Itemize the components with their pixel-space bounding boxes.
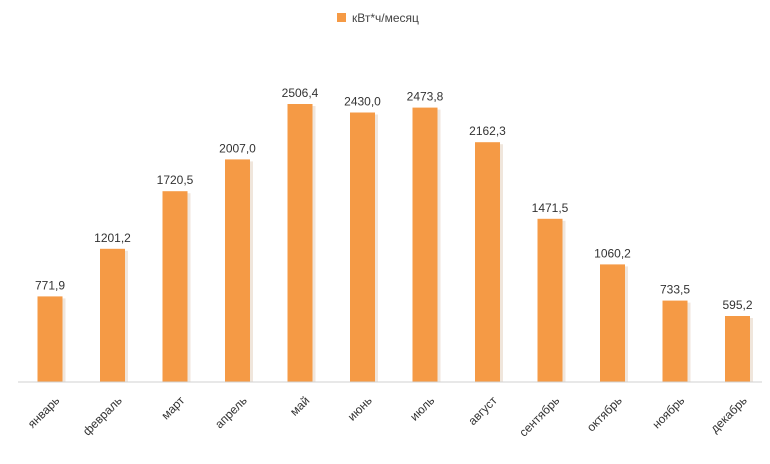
data-label-7: 2162,3 [469,124,506,138]
bar-2 [162,191,188,382]
bar-4 [287,104,313,382]
x-tick-label-1: февраль [80,393,125,438]
data-label-9: 1060,2 [594,246,631,260]
data-label-4: 2506,4 [282,86,319,100]
data-label-8: 1471,5 [532,201,569,215]
x-tick-label-6: июль [407,393,437,423]
bar-0 [37,296,63,382]
legend-swatch [337,13,346,22]
legend: кВт*ч/месяц [337,11,419,25]
x-tick-label-11: декабрь [708,393,750,435]
data-label-0: 771,9 [35,278,65,292]
bar-5 [350,112,375,382]
data-label-2: 1720,5 [157,173,194,187]
bar-10 [662,300,688,382]
x-tick-label-5: июнь [345,393,375,423]
x-tick-label-2: март [158,393,187,422]
bar-1 [100,248,125,382]
bar-11 [725,316,750,382]
data-label-5: 2430,0 [344,95,381,109]
bar-6 [412,107,438,382]
data-label-11: 595,2 [722,298,752,312]
x-tick-label-9: октябрь [584,393,625,434]
x-tick-label-0: январь [25,393,62,430]
data-label-1: 1201,2 [94,231,131,245]
legend-label: кВт*ч/месяц [352,11,419,25]
data-label-6: 2473,8 [407,90,444,104]
bar-7 [475,142,500,382]
data-labels-group: 771,9 1201,2 1720,5 2007,0 2506,4 2430,0 2473,… [35,86,753,312]
x-tick-labels-group: январь февраль март апрель май июнь июль август… [25,393,750,439]
x-tick-label-7: август [465,393,500,428]
x-tick-label-3: апрель [212,393,250,431]
x-tick-label-10: ноябрь [649,393,687,431]
bar-9 [600,264,625,382]
bar-3 [225,159,250,382]
x-tick-label-4: май [287,393,312,418]
x-tick-label-8: сентябрь [516,393,562,439]
data-label-10: 733,5 [660,283,690,297]
bar-8 [537,218,563,382]
bars-group [37,104,753,382]
data-label-3: 2007,0 [219,141,256,155]
